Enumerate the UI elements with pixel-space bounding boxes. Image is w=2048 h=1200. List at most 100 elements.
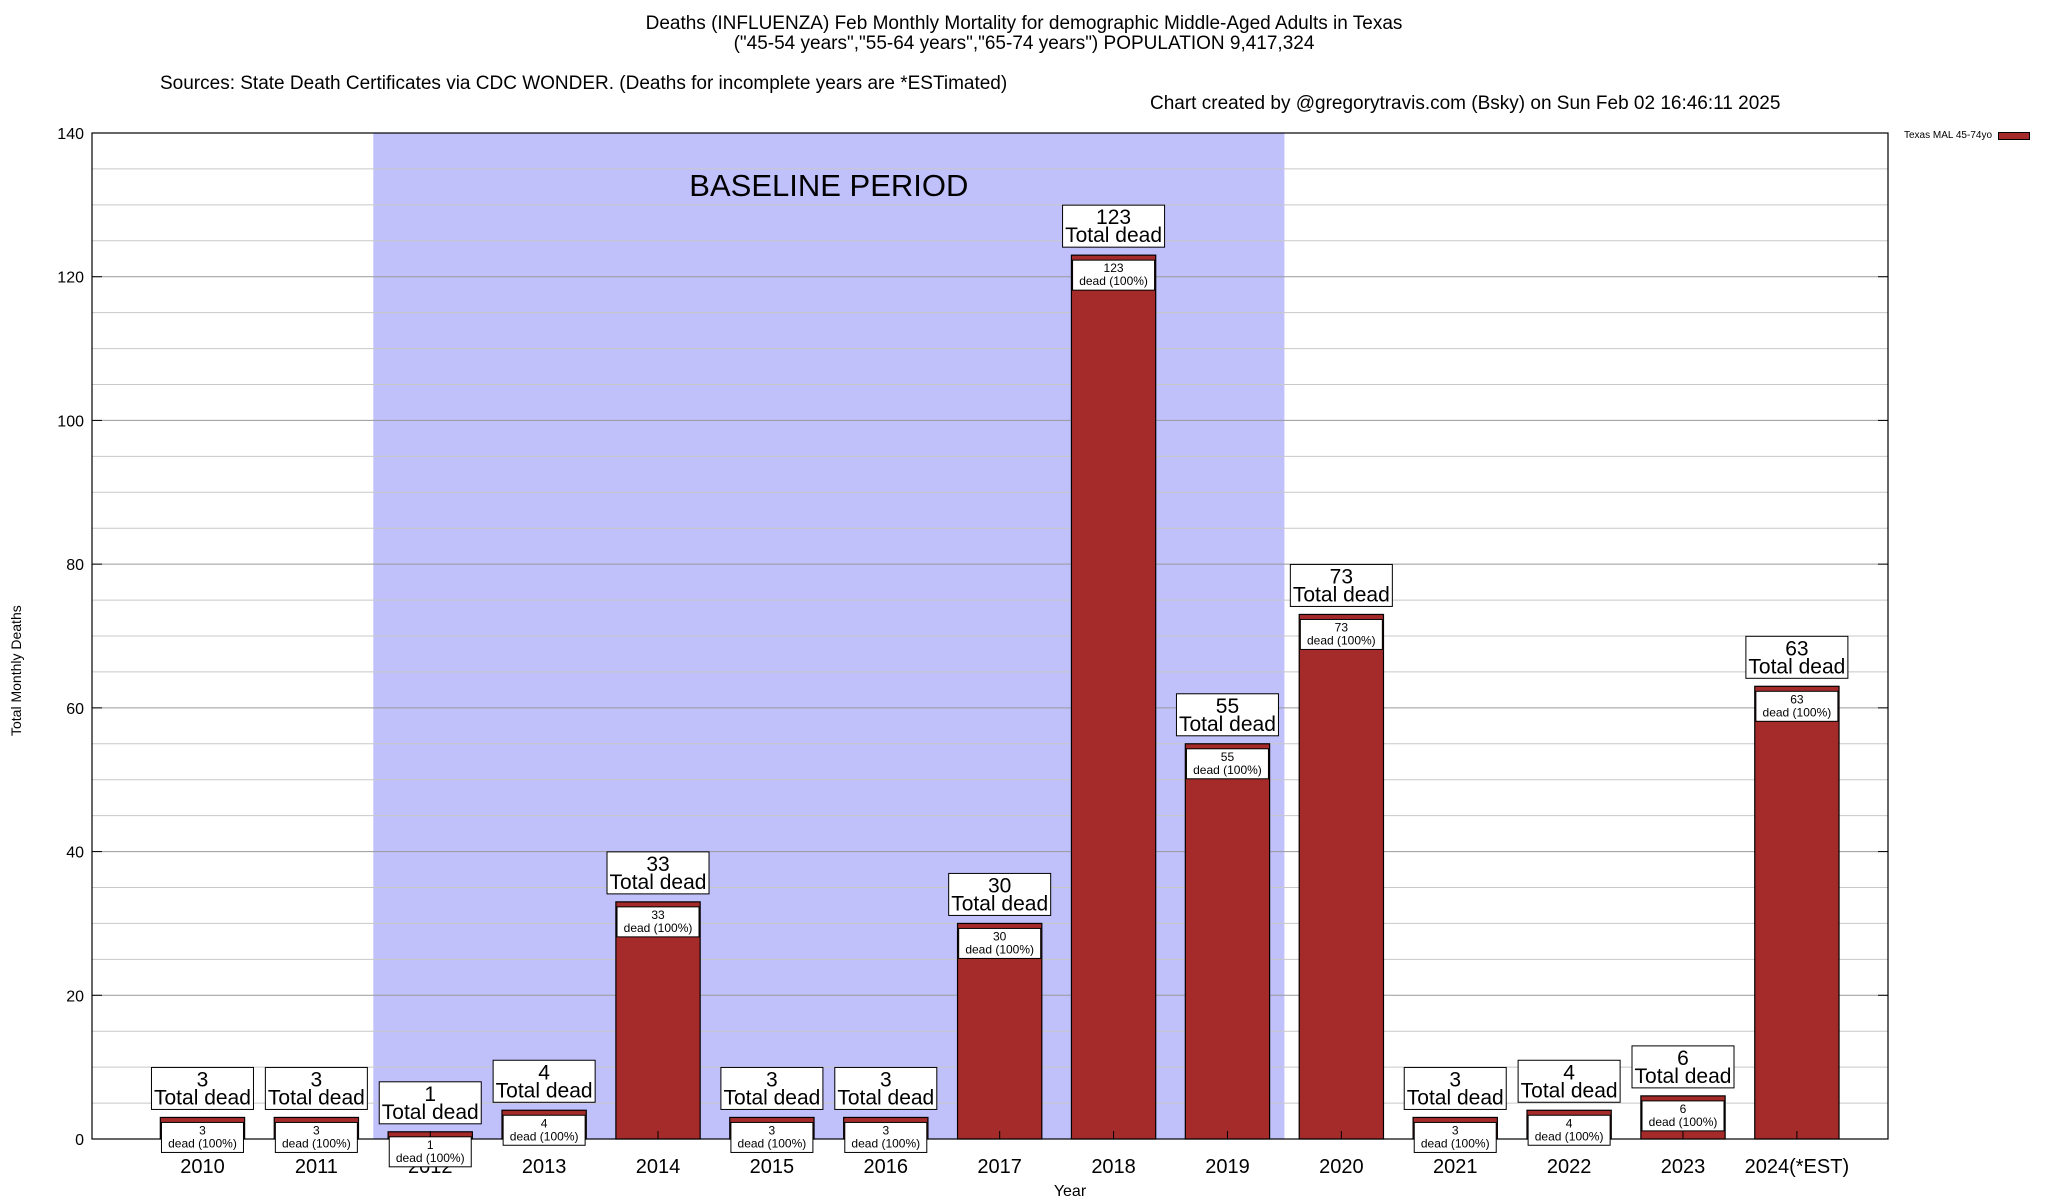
inner-value-label: 123 — [1104, 261, 1124, 275]
total-value-label: 1 — [424, 1083, 436, 1106]
subtitle-row: Sources: State Death Certificates via CD… — [0, 54, 2048, 114]
inner-value-label: 55 — [1221, 750, 1235, 764]
x-tick-label: 2023 — [1661, 1156, 1706, 1178]
inner-value-label: 3 — [313, 1123, 320, 1137]
inner-percent-label: dead (100%) — [624, 921, 693, 935]
total-value-label: 3 — [197, 1068, 209, 1091]
total-label-box — [1175, 693, 1279, 737]
total-dead-label: Total dead — [1748, 655, 1845, 678]
inner-label-box — [1755, 690, 1839, 722]
x-tick-label: 2017 — [977, 1156, 1022, 1178]
inner-value-label: 1 — [427, 1138, 434, 1152]
inner-percent-label: dead (100%) — [282, 1136, 351, 1150]
y-tick-label: 20 — [66, 988, 84, 1005]
total-dead-label: Total dead — [1065, 224, 1162, 247]
inner-percent-label: dead (100%) — [1307, 633, 1376, 647]
inner-percent-label: dead (100%) — [851, 1136, 920, 1150]
credit-text: Chart created by @gregorytravis.com (Bsk… — [1150, 93, 1781, 114]
y-tick-label: 120 — [57, 270, 84, 287]
total-value-label: 30 — [988, 874, 1011, 897]
inner-value-label: 4 — [541, 1116, 548, 1130]
total-value-label: 33 — [646, 853, 669, 876]
total-dead-label: Total dead — [154, 1086, 251, 1109]
inner-label-box — [730, 1121, 814, 1153]
total-value-label: 3 — [311, 1068, 323, 1091]
total-value-label: 3 — [1449, 1068, 1461, 1091]
x-axis-label: Year — [1054, 1183, 1087, 1200]
x-tick-label: 2020 — [1319, 1156, 1364, 1178]
total-label-box — [834, 1066, 938, 1110]
x-tick-label: 2024(*EST) — [1745, 1156, 1850, 1178]
total-label-box — [1517, 1059, 1621, 1103]
total-dead-label: Total dead — [951, 892, 1048, 915]
inner-label-box — [502, 1114, 586, 1146]
total-dead-label: Total dead — [610, 871, 707, 894]
inner-percent-label: dead (100%) — [510, 1129, 579, 1143]
inner-percent-label: dead (100%) — [1421, 1136, 1490, 1150]
inner-value-label: 3 — [199, 1123, 206, 1137]
inner-label-box — [274, 1121, 358, 1153]
bar — [956, 922, 1043, 1140]
bar — [1298, 613, 1385, 1140]
y-tick-label: 80 — [66, 557, 84, 574]
bar — [1754, 685, 1840, 1140]
y-tick-label: 60 — [66, 701, 84, 718]
x-tick-label: 2014 — [636, 1156, 681, 1178]
inner-value-label: 3 — [882, 1123, 889, 1137]
y-tick-label: 100 — [57, 413, 84, 430]
inner-label-box — [1072, 259, 1156, 291]
legend-swatch — [1998, 131, 2031, 140]
inner-percent-label: dead (100%) — [1649, 1115, 1718, 1129]
x-tick-label: 2022 — [1547, 1156, 1592, 1178]
inner-percent-label: dead (100%) — [965, 942, 1034, 956]
x-tick-label: 2018 — [1091, 1156, 1136, 1178]
total-label-box — [720, 1066, 824, 1110]
y-tick-label: 140 — [57, 126, 84, 143]
total-label-box — [1631, 1045, 1735, 1089]
total-dead-label: Total dead — [837, 1086, 934, 1109]
inner-label-box — [388, 1136, 472, 1168]
inner-label-box — [160, 1121, 244, 1153]
inner-percent-label: dead (100%) — [738, 1136, 807, 1150]
inner-percent-label: dead (100%) — [1535, 1129, 1604, 1143]
total-label-box — [948, 872, 1052, 916]
total-value-label: 63 — [1785, 637, 1808, 660]
y-tick-label: 0 — [75, 1132, 84, 1149]
total-label-box — [492, 1059, 596, 1103]
inner-percent-label: dead (100%) — [1079, 274, 1148, 288]
total-value-label: 6 — [1677, 1047, 1689, 1070]
total-label-box — [378, 1081, 482, 1125]
total-value-label: 4 — [1563, 1061, 1575, 1084]
title-line-2: ("45-54 years","55-64 years","65-74 year… — [733, 33, 1315, 54]
y-tick-label: 40 — [66, 845, 84, 862]
total-value-label: 3 — [766, 1068, 778, 1091]
total-label-box — [606, 851, 710, 895]
bar — [1070, 254, 1157, 1140]
total-value-label: 4 — [538, 1061, 550, 1084]
total-label-box — [1289, 563, 1393, 607]
inner-value-label: 63 — [1790, 692, 1804, 706]
total-dead-label: Total dead — [382, 1101, 479, 1124]
total-dead-label: Total dead — [1635, 1065, 1732, 1088]
inner-value-label: 3 — [769, 1123, 776, 1137]
x-tick-label: 2019 — [1205, 1156, 1250, 1178]
total-value-label: 55 — [1216, 695, 1239, 718]
x-tick-label: 2013 — [522, 1156, 567, 1178]
total-dead-label: Total dead — [1179, 713, 1276, 736]
inner-label-box — [1413, 1121, 1497, 1153]
x-tick-label: 2011 — [295, 1156, 338, 1178]
inner-value-label: 6 — [1680, 1102, 1687, 1116]
inner-label-box — [958, 927, 1042, 959]
title-line-1: Deaths (INFLUENZA) Feb Monthly Mortality… — [645, 13, 1403, 34]
inner-label-box — [616, 906, 700, 938]
inner-percent-label: dead (100%) — [1763, 705, 1832, 719]
total-value-label: 123 — [1096, 206, 1131, 229]
inner-percent-label: dead (100%) — [396, 1151, 465, 1165]
total-dead-label: Total dead — [1521, 1079, 1618, 1102]
total-label-box — [1403, 1066, 1507, 1110]
total-label-box — [1745, 635, 1849, 679]
total-label-box — [264, 1066, 368, 1110]
x-tick-label: 2021 — [1433, 1156, 1478, 1178]
inner-value-label: 3 — [1452, 1123, 1459, 1137]
